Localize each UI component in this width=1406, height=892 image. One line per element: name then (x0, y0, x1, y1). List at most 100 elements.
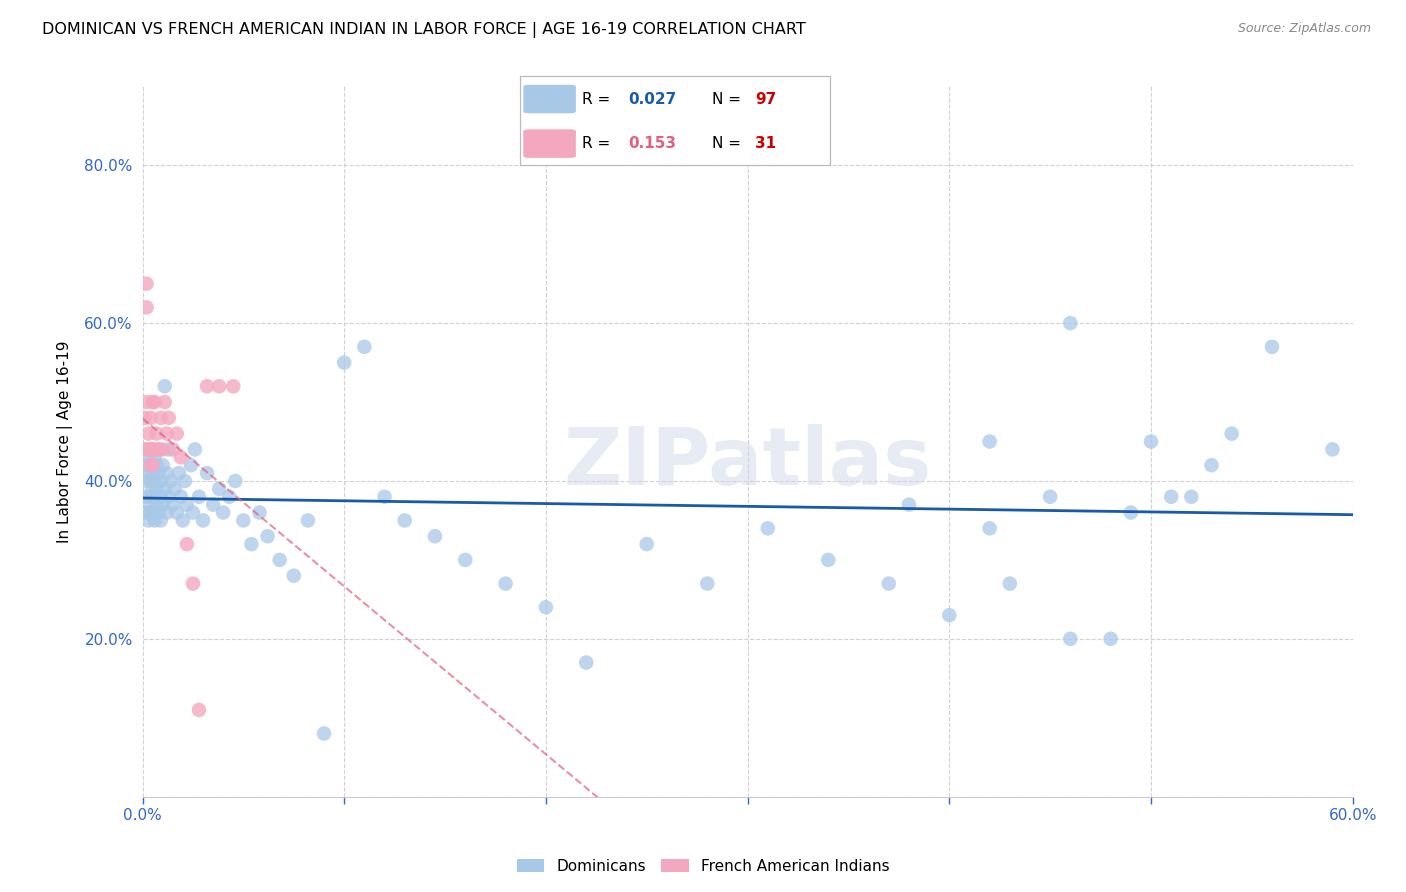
Point (1180, 490, 1202, 504)
Text: 31: 31 (755, 136, 776, 151)
Point (156, 466, 179, 480)
Point (423, 529, 446, 543)
Point (145, 482, 167, 496)
Point (138, 442, 160, 457)
Point (1322, 442, 1344, 457)
Point (134, 410, 156, 425)
Point (143, 395, 166, 409)
Point (157, 410, 180, 425)
Point (1220, 426, 1243, 441)
Point (145, 498, 167, 512)
Point (938, 608, 960, 623)
Point (142, 466, 165, 480)
Point (979, 521, 1001, 535)
Point (184, 442, 207, 457)
Point (153, 482, 176, 496)
Point (134, 442, 156, 457)
Point (156, 426, 179, 441)
FancyBboxPatch shape (523, 85, 576, 113)
Point (374, 490, 396, 504)
Point (162, 442, 184, 457)
Point (166, 426, 188, 441)
Point (152, 458, 174, 473)
Point (297, 513, 319, 527)
Point (139, 442, 162, 457)
Point (142, 395, 165, 409)
Point (394, 513, 416, 527)
Point (1059, 632, 1081, 646)
Point (149, 410, 172, 425)
Point (148, 466, 170, 480)
Point (138, 466, 160, 480)
Point (148, 442, 170, 457)
Point (149, 474, 172, 488)
Point (218, 490, 240, 504)
Point (1261, 340, 1284, 354)
Text: Source: ZipAtlas.com: Source: ZipAtlas.com (1237, 22, 1371, 36)
Point (195, 379, 218, 393)
Point (135, 506, 157, 520)
Point (156, 506, 179, 520)
Text: 0.027: 0.027 (628, 92, 676, 106)
Point (1059, 316, 1081, 330)
Point (149, 490, 172, 504)
Point (162, 498, 184, 512)
Y-axis label: In Labor Force | Age 16-19: In Labor Force | Age 16-19 (58, 340, 73, 542)
Point (232, 513, 254, 527)
Point (152, 442, 174, 457)
Text: R =: R = (582, 92, 616, 106)
Point (534, 600, 557, 615)
Point (877, 576, 900, 591)
Point (139, 498, 162, 512)
Point (138, 426, 160, 441)
Point (283, 568, 305, 582)
Point (817, 553, 839, 567)
Point (142, 458, 165, 473)
Point (180, 458, 202, 473)
Text: N =: N = (711, 92, 745, 106)
Point (166, 506, 188, 520)
Point (139, 442, 162, 457)
Point (138, 513, 160, 527)
Point (333, 355, 356, 369)
FancyBboxPatch shape (523, 129, 576, 158)
Point (139, 506, 162, 520)
Point (1160, 490, 1182, 504)
Point (636, 537, 658, 551)
Point (139, 410, 162, 425)
Point (159, 474, 181, 488)
Point (696, 576, 718, 591)
Point (1039, 490, 1062, 504)
Point (176, 498, 198, 512)
Point (454, 553, 477, 567)
Point (142, 482, 165, 496)
Point (191, 513, 214, 527)
Point (139, 458, 162, 473)
Point (142, 506, 165, 520)
Text: N =: N = (711, 136, 745, 151)
Point (495, 576, 517, 591)
Point (998, 576, 1021, 591)
Point (145, 426, 167, 441)
Point (181, 506, 204, 520)
Point (157, 442, 180, 457)
Point (312, 726, 335, 740)
Point (149, 513, 172, 527)
Point (143, 442, 166, 457)
Point (1140, 434, 1163, 449)
Point (240, 537, 263, 551)
Point (148, 506, 170, 520)
Point (1099, 632, 1122, 646)
Point (222, 379, 245, 393)
Point (152, 498, 174, 512)
Point (170, 450, 193, 465)
Point (188, 703, 211, 717)
Point (208, 379, 231, 393)
Point (135, 458, 157, 473)
Point (897, 498, 920, 512)
Point (256, 529, 278, 543)
Point (143, 450, 166, 465)
Point (167, 466, 190, 480)
Point (145, 458, 167, 473)
Point (134, 490, 156, 504)
